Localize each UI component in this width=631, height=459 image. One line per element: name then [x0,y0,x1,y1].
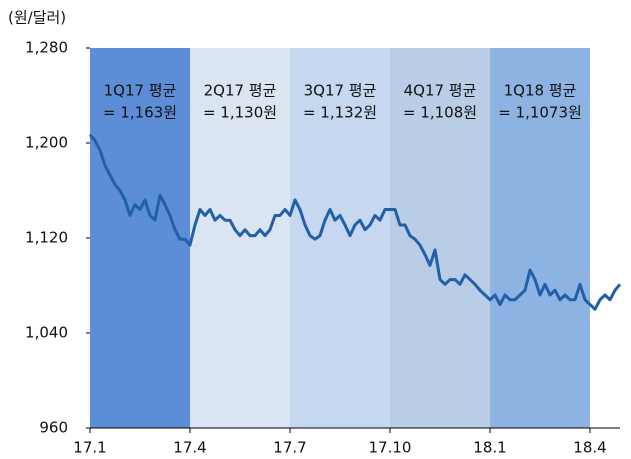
x-tick-label: 18.4 [573,439,606,457]
y-tick-label: 1,040 [25,324,68,342]
band-label: 2Q17 평균 [204,82,277,100]
quarter-band [390,48,490,428]
x-tick-label: 18.1 [473,439,506,457]
quarter-band [490,48,590,428]
band-label: 1Q18 평균 [504,82,577,100]
y-tick-label: 1,200 [25,134,68,152]
x-tick-label: 17.10 [369,439,412,457]
band-label: 3Q17 평균 [304,82,377,100]
band-label: = 1,108원 [403,104,477,122]
quarter-band [290,48,390,428]
band-label: 1Q17 평균 [104,82,177,100]
band-label: = 1,132원 [303,104,377,122]
band-label: = 1,130원 [203,104,277,122]
x-tick-label: 17.7 [273,439,306,457]
band-label: = 1,1073원 [498,104,582,122]
y-tick-label: 960 [39,419,68,437]
x-tick-label: 17.1 [73,439,106,457]
quarter-band [90,48,190,428]
quarter-band [190,48,290,428]
y-unit-label: (원/달러) [8,9,66,27]
band-label: 4Q17 평균 [404,82,477,100]
fx-line [88,133,622,311]
x-tick-label: 17.4 [173,439,206,457]
band-label: = 1,163원 [103,104,177,122]
y-tick-label: 1,280 [25,39,68,57]
y-tick-label: 1,120 [25,229,68,247]
